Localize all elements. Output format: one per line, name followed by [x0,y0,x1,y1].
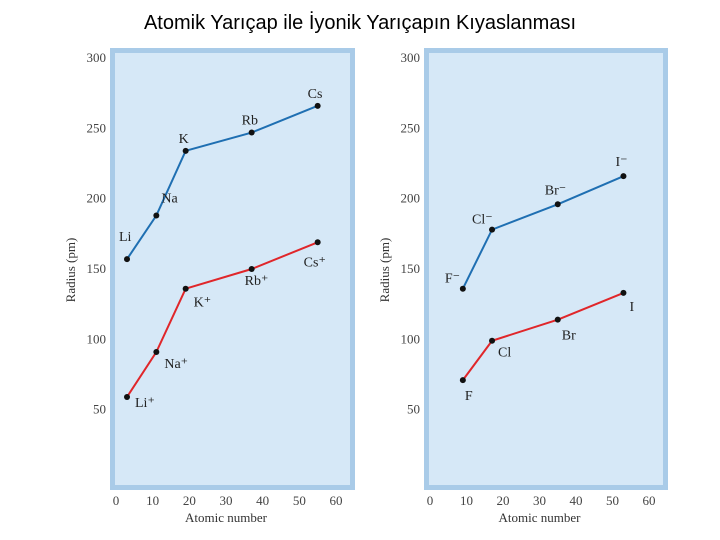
x-tick-label: 40 [256,493,269,508]
y-tick-label: 250 [401,120,421,135]
data-point [489,337,496,344]
data-point [153,348,160,355]
y-tick-label: 100 [87,331,107,346]
x-tick-label: 0 [113,493,120,508]
y-tick-label: 100 [401,331,421,346]
x-tick-label: 20 [497,493,510,508]
x-tick-label: 40 [570,493,583,508]
x-tick-label: 10 [146,493,159,508]
x-tick-label: 0 [427,493,434,508]
data-point [620,289,627,296]
data-label: Li [119,230,132,245]
data-point [620,173,627,180]
x-tick-label: 60 [330,493,343,508]
data-label: Li⁺ [135,396,155,411]
chart-panel [115,53,350,485]
data-label: Cs [308,87,323,102]
x-tick-label: 20 [183,493,196,508]
y-tick-label: 150 [401,261,421,276]
y-tick-label: 200 [87,191,107,206]
x-tick-label: 60 [643,493,656,508]
data-label: Na [161,192,178,207]
data-label: Cs⁺ [304,255,326,270]
data-point [459,285,466,292]
data-label: Cl⁻ [472,213,493,228]
chart-2: 50 100 150 200 250 300 0 10 20 30 40 50 60 Atomic num… [377,48,668,525]
y-tick-label: 300 [87,50,107,65]
series-line-red [462,291,624,381]
y-axis-label: Radius (pm) [63,238,78,303]
data-point [314,239,321,246]
x-axis-label: Atomic number [185,510,268,525]
data-point [182,147,189,154]
data-point [153,212,160,219]
chart-panel [429,53,663,485]
x-tick-label: 10 [460,493,473,508]
y-tick-label: 300 [401,50,421,65]
y-tick-label: 150 [87,261,107,276]
y-tick-label: 50 [93,402,106,417]
data-label: Br [562,329,576,344]
data-label: F [465,389,473,404]
data-point [248,129,255,136]
data-label: Rb⁺ [245,274,269,289]
data-label: K [179,132,189,147]
y-tick-label: 50 [407,402,420,417]
data-point [124,394,130,401]
y-tick-label: 200 [401,191,421,206]
chart-1: 50 100 150 200 250 300 0 10 20 30 40 50 60 Atomic num… [63,48,355,525]
y-tick-label: 250 [87,120,107,135]
x-axis-label: Atomic number [499,510,582,525]
x-tick-label: 50 [293,493,306,508]
data-label: K⁺ [194,296,212,311]
x-tick-label: 30 [533,493,546,508]
y-axis-label: Radius (pm) [377,238,392,303]
page-title: Atomik Yarıçap ile İyonik Yarıçapın Kıya… [143,12,577,34]
data-point [459,377,466,384]
data-point [489,226,496,233]
data-point [554,201,561,208]
series-line-blue [461,175,624,290]
data-label: Rb [242,114,258,129]
data-label: Na⁺ [164,357,188,372]
x-tick-label: 50 [606,493,619,508]
data-label: I [629,300,634,315]
data-point [314,102,321,109]
data-label: Br⁻ [545,183,566,198]
data-label: F⁻ [445,272,460,287]
x-tick-label: 30 [220,493,233,508]
data-point [124,256,130,263]
data-point [248,266,255,272]
data-label: I⁻ [615,155,627,170]
data-label: Cl [498,346,511,361]
data-point [182,285,189,292]
data-point [554,316,561,323]
